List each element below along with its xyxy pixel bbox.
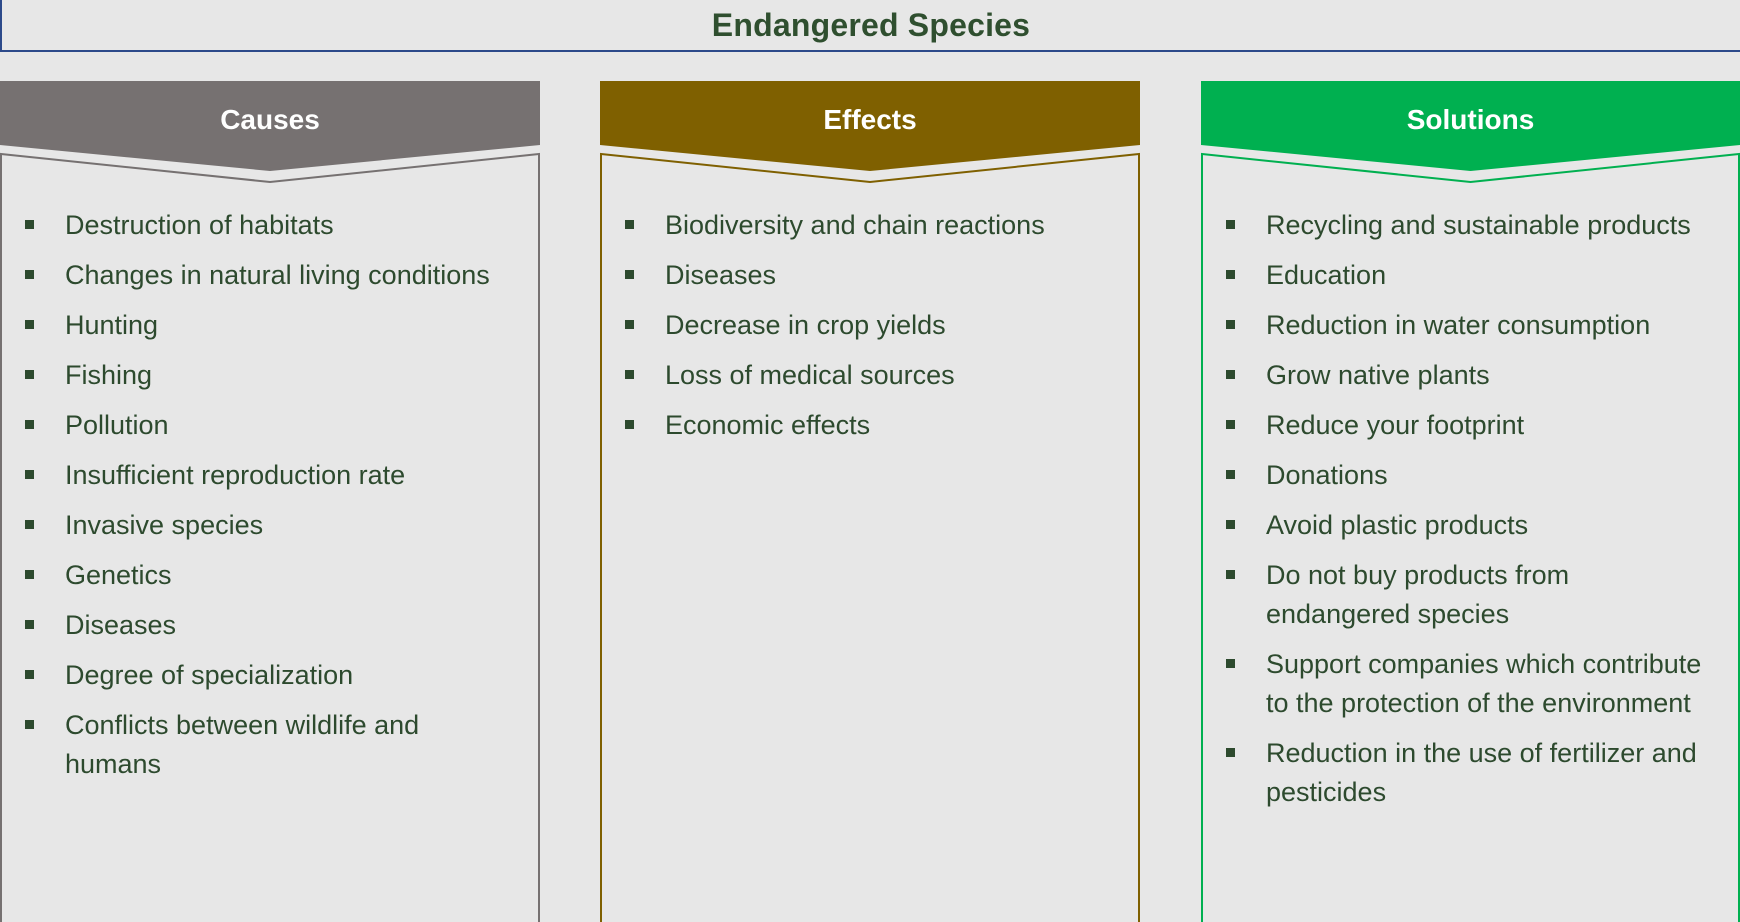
solutions-list: Recycling and sustainable products Educat… [1201,206,1740,812]
solutions-body: Recycling and sustainable products Educat… [1201,206,1740,823]
square-bullet-icon [625,220,634,229]
causes-item: Invasive species [0,506,540,545]
causes-header-label: Causes [220,104,320,135]
causes-item-text: Hunting [65,310,159,340]
effects-item: Loss of medical sources [600,356,1140,395]
effects-item-text: Biodiversity and chain reactions [665,210,1045,240]
causes-item-text: Degree of specialization [65,660,354,690]
square-bullet-icon [25,620,34,629]
solutions-item: Do not buy products from endangered spec… [1201,556,1740,634]
square-bullet-icon [25,420,34,429]
solutions-item-text: Reduce your footprint [1266,410,1525,440]
causes-item-text: Changes in natural living conditions [65,260,490,290]
causes-item-text: Insufficient reproduction rate [65,460,406,490]
effects-header: Effects [600,81,1140,171]
square-bullet-icon [25,670,34,679]
square-bullet-icon [25,470,34,479]
causes-column: Causes Destruction of habitats Changes in… [0,81,540,922]
solutions-item-text: Grow native plants [1266,360,1490,390]
solutions-item-text: Donations [1266,460,1388,490]
causes-item: Conflicts between wildlife and humans [0,706,540,784]
square-bullet-icon [1226,470,1235,479]
causes-item: Destruction of habitats [0,206,540,245]
solutions-column: Solutions Recycling and sustainable prod… [1201,81,1740,922]
square-bullet-icon [25,220,34,229]
square-bullet-icon [25,570,34,579]
square-bullet-icon [25,370,34,379]
solutions-item: Reduction in water consumption [1201,306,1740,345]
causes-header: Causes [0,81,540,171]
causes-item: Genetics [0,556,540,595]
effects-item: Decrease in crop yields [600,306,1140,345]
solutions-item-text: Recycling and sustainable products [1266,210,1691,240]
square-bullet-icon [1226,570,1235,579]
page-title: Endangered Species [711,6,1031,43]
causes-item: Changes in natural living conditions [0,256,540,295]
square-bullet-icon [625,370,634,379]
effects-list: Biodiversity and chain reactions Diseases… [600,206,1140,445]
causes-item-text: Conflicts between wildlife and humans [65,710,420,779]
solutions-item: Support companies which contribute to th… [1201,645,1740,723]
square-bullet-icon [625,420,634,429]
solutions-item: Recycling and sustainable products [1201,206,1740,245]
square-bullet-icon [25,720,34,729]
causes-item: Diseases [0,606,540,645]
effects-item: Economic effects [600,406,1140,445]
effects-item-text: Decrease in crop yields [665,310,946,340]
square-bullet-icon [1226,420,1235,429]
effects-item-text: Loss of medical sources [665,360,955,390]
causes-body: Destruction of habitats Changes in natura… [0,206,540,795]
square-bullet-icon [25,520,34,529]
effects-item: Diseases [600,256,1140,295]
causes-item: Pollution [0,406,540,445]
effects-item-text: Diseases [665,260,777,290]
square-bullet-icon [1226,220,1235,229]
causes-item: Degree of specialization [0,656,540,695]
solutions-item: Donations [1201,456,1740,495]
causes-item-text: Diseases [65,610,177,640]
square-bullet-icon [1226,659,1235,668]
effects-item-text: Economic effects [665,410,871,440]
square-bullet-icon [1226,370,1235,379]
effects-column: Effects Biodiversity and chain reactions… [600,81,1140,922]
square-bullet-icon [625,320,634,329]
causes-item-text: Pollution [65,410,169,440]
causes-item-text: Fishing [65,360,153,390]
solutions-item-text: Reduction in the use of fertilizer and p… [1266,738,1697,807]
solutions-item-text: Reduction in water consumption [1266,310,1651,340]
causes-item: Hunting [0,306,540,345]
square-bullet-icon [1226,320,1235,329]
square-bullet-icon [1226,748,1235,757]
solutions-item: Avoid plastic products [1201,506,1740,545]
square-bullet-icon [25,320,34,329]
solutions-header: Solutions [1201,81,1740,171]
causes-item-text: Invasive species [65,510,264,540]
causes-item-text: Destruction of habitats [65,210,334,240]
square-bullet-icon [625,270,634,279]
causes-item-text: Genetics [65,560,172,590]
solutions-item-text: Support companies which contribute to th… [1266,649,1702,718]
solutions-item: Reduce your footprint [1201,406,1740,445]
causes-list: Destruction of habitats Changes in natura… [0,206,540,784]
effects-header-label: Effects [823,104,917,135]
solutions-item-text: Education [1266,260,1387,290]
title-bar: Endangered Species [0,0,1740,52]
square-bullet-icon [1226,520,1235,529]
solutions-header-label: Solutions [1406,104,1535,135]
solutions-item: Education [1201,256,1740,295]
solutions-item-text: Do not buy products from endangered spec… [1266,560,1570,629]
solutions-item-text: Avoid plastic products [1266,510,1529,540]
solutions-item: Reduction in the use of fertilizer and p… [1201,734,1740,812]
causes-item: Insufficient reproduction rate [0,456,540,495]
square-bullet-icon [25,270,34,279]
solutions-item: Grow native plants [1201,356,1740,395]
square-bullet-icon [1226,270,1235,279]
causes-item: Fishing [0,356,540,395]
effects-body: Biodiversity and chain reactions Diseases… [600,206,1140,456]
effects-item: Biodiversity and chain reactions [600,206,1140,245]
